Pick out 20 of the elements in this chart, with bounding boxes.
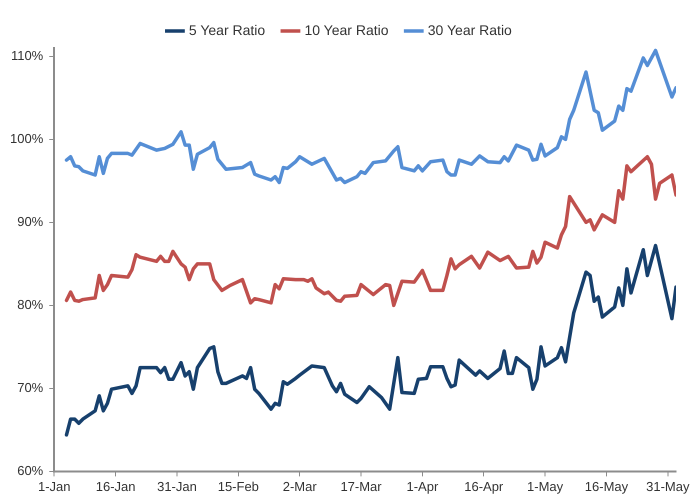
x-tick-label: 1-Apr (406, 478, 439, 494)
y-tick-label: 60% (17, 462, 44, 478)
y-tick-label: 70% (17, 380, 44, 395)
x-tick-label: 31-May (646, 478, 690, 494)
x-tick-label: 16-Jan (96, 478, 136, 494)
y-tick-label: 90% (17, 214, 44, 229)
y-tick-label: 80% (17, 296, 44, 312)
legend-label: 10 Year Ratio (304, 22, 389, 38)
x-tick-label: 17-Mar (340, 478, 382, 494)
x-tick-label: 1-Jan (38, 478, 71, 494)
legend-label: 5 Year Ratio (188, 22, 266, 38)
x-tick-label: 2-Mar (282, 478, 318, 494)
x-tick-label: 15-Feb (218, 478, 259, 494)
x-tick-label: 31-Jan (157, 478, 197, 494)
y-tick-label: 100% (10, 130, 44, 146)
y-tick-label: 110% (10, 48, 44, 63)
x-tick-label: 16-May (584, 478, 629, 494)
legend-label: 30 Year Ratio (428, 22, 512, 38)
x-tick-label: 16-Apr (464, 478, 504, 494)
x-tick-label: 1-May (527, 478, 564, 494)
